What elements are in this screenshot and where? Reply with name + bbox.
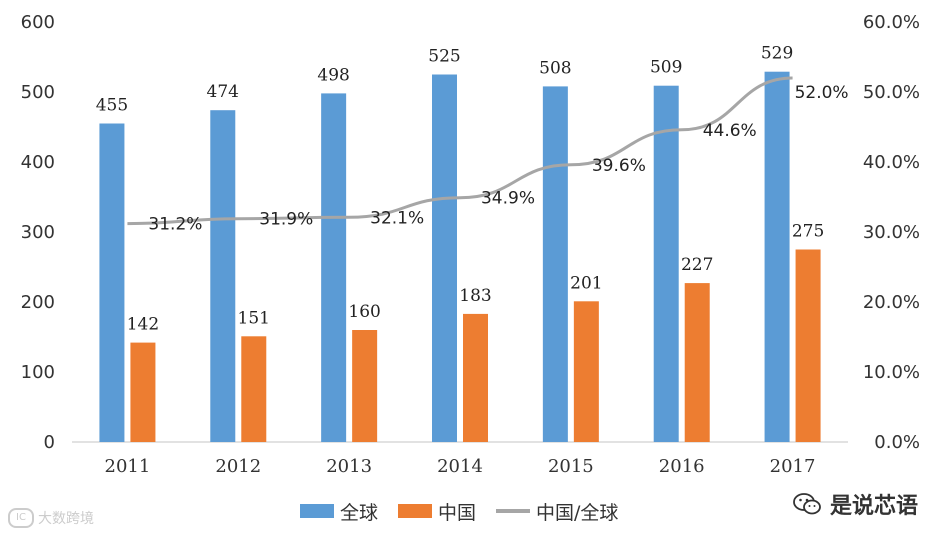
- bar-global: [542, 86, 568, 443]
- bar-global: [764, 71, 790, 442]
- x-axis-tick-label: 2015: [548, 456, 594, 477]
- y-axis-tick-label: 300: [21, 222, 55, 243]
- series-line-ratio: [127, 76, 793, 226]
- x-axis-tick-label: 2016: [659, 456, 705, 477]
- y-axis-tick-label: 600: [21, 12, 55, 33]
- x-axis-tick-label: 2012: [215, 456, 261, 477]
- data-label-china: 160: [348, 302, 380, 322]
- data-label-ratio: 32.1%: [370, 208, 424, 228]
- data-label-global: 508: [539, 58, 571, 78]
- data-label-china: 275: [792, 222, 824, 242]
- legend-swatch-ratio: [496, 509, 531, 513]
- legend-label-ratio: 中国/全球: [536, 501, 619, 524]
- bar-china: [795, 249, 821, 442]
- bar-china: [573, 301, 599, 442]
- data-label-ratio: 31.2%: [148, 215, 202, 235]
- data-label-china: 201: [570, 273, 602, 293]
- x-axis-tick-label: 2014: [437, 456, 483, 477]
- x-axis-tick-label: 2011: [105, 456, 151, 477]
- y2-axis-tick-label: 0.0%: [874, 432, 920, 453]
- data-label-china: 227: [681, 255, 713, 275]
- y2-axis-tick-label: 10.0%: [863, 362, 920, 383]
- y-axis-tick-label: 500: [21, 82, 55, 103]
- x-axis-tick-label: 2017: [770, 456, 816, 477]
- legend-swatch-global: [300, 504, 334, 518]
- y2-axis-tick-label: 20.0%: [863, 292, 920, 313]
- data-label-global: 474: [207, 82, 239, 102]
- legend-item-global: 全球: [300, 498, 378, 525]
- y2-axis-tick-label: 60.0%: [863, 12, 920, 33]
- y2-axis-tick-label: 30.0%: [863, 222, 920, 243]
- data-label-ratio: 34.9%: [481, 189, 535, 209]
- data-label-china: 183: [459, 286, 491, 306]
- legend-label-global: 全球: [340, 501, 379, 524]
- legend-swatch-china: [398, 504, 433, 518]
- bar-global: [653, 85, 679, 442]
- data-label-global: 509: [650, 58, 682, 78]
- bar-china: [352, 330, 378, 442]
- data-label-china: 151: [238, 308, 270, 328]
- watermark-left: IC 大数跨境: [8, 508, 94, 528]
- y2-axis-tick-label: 50.0%: [863, 82, 920, 103]
- watermark-logo-icon: IC: [8, 508, 34, 528]
- data-label-ratio: 39.6%: [592, 156, 646, 176]
- bar-global: [210, 110, 236, 442]
- data-label-global: 525: [428, 47, 460, 67]
- y-axis-tick-label: 400: [21, 152, 55, 173]
- bar-global: [432, 74, 457, 442]
- chart-legend: 全球 中国 中国/全球: [300, 496, 618, 526]
- bar-china: [241, 336, 267, 442]
- bar-global: [99, 123, 125, 442]
- bar-china: [463, 313, 488, 442]
- wechat-icon: [793, 493, 821, 515]
- data-label-ratio: 44.6%: [703, 121, 757, 141]
- data-label-china: 142: [127, 315, 159, 335]
- data-label-global: 455: [96, 96, 128, 116]
- data-label-global: 498: [317, 65, 349, 85]
- bar-china: [130, 342, 156, 442]
- watermark-right: 是说芯语: [792, 488, 918, 520]
- watermark-left-text: 大数跨境: [38, 511, 94, 527]
- data-label-global: 529: [761, 44, 793, 64]
- y-axis-tick-label: 200: [21, 292, 55, 313]
- y-axis-tick-label: 100: [21, 362, 55, 383]
- data-label-ratio: 52.0%: [795, 83, 849, 103]
- bar-global: [321, 93, 347, 443]
- data-label-ratio: 31.9%: [259, 210, 313, 230]
- y2-axis-tick-label: 40.0%: [863, 152, 920, 173]
- y-axis-tick-label: 0: [44, 432, 55, 453]
- legend-label-china: 中国: [438, 501, 477, 524]
- bar-china: [684, 283, 710, 442]
- legend-item-china: 中国: [398, 498, 476, 525]
- x-axis-tick-label: 2013: [326, 456, 372, 477]
- watermark-right-text: 是说芯语: [829, 494, 918, 519]
- legend-item-ratio: 中国/全球: [496, 498, 618, 525]
